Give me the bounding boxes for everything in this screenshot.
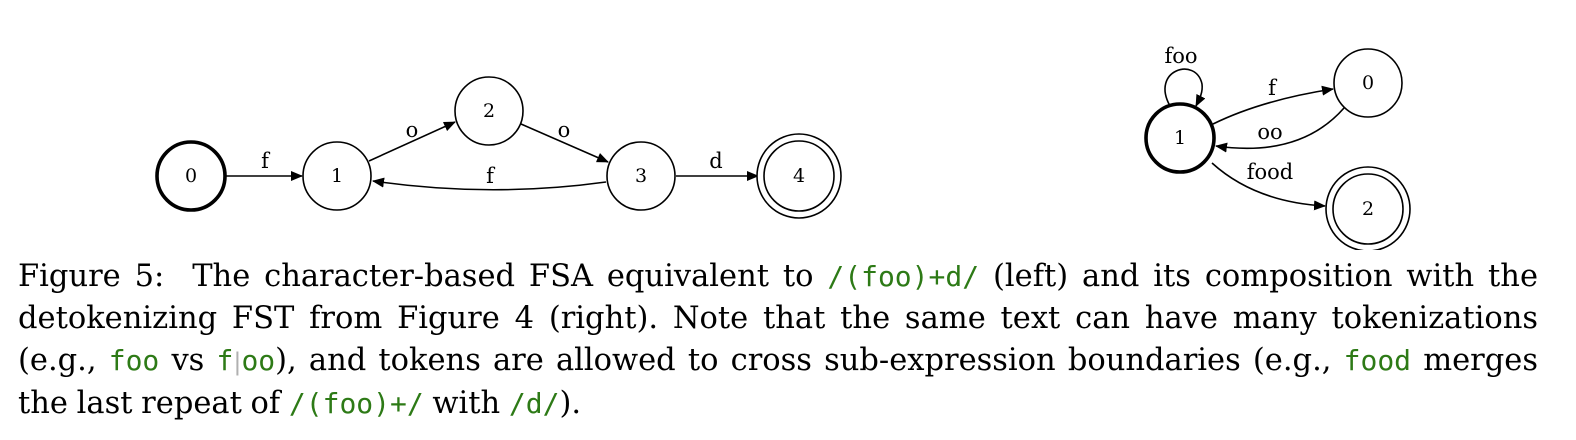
caption-code-regex-full: /(foo)+d/: [827, 260, 980, 293]
left-node-1: 1: [302, 141, 372, 211]
caption-code-regex-d: /d/: [508, 387, 560, 420]
left-node-2: 2: [454, 76, 524, 146]
left-node-0: 0: [155, 140, 227, 212]
edge-label-0-1: f: [261, 149, 271, 173]
edge-label-3-4: d: [709, 149, 722, 173]
edge-1-2: [1211, 162, 1326, 211]
left-node-4-accept: 4: [756, 133, 842, 219]
right-fsa-diagram: foo f oo food 1 0 2: [1144, 44, 1411, 250]
edge-label-1-1: foo: [1164, 44, 1197, 68]
caption-text-3: vs: [159, 343, 217, 378]
caption-text-2: (left) and its composition with the deto…: [18, 259, 1538, 378]
caption-text-4: ), and tokens are allowed to cross sub-e…: [275, 343, 1344, 378]
edge-0-1-back: [1215, 107, 1345, 153]
caption-text-1: The character-based FSA equivalent to: [192, 259, 828, 294]
caption-code-regex-repeat: /(foo)+/: [288, 387, 424, 420]
caption-code-f: f: [216, 344, 234, 377]
left-node-0-label: 0: [185, 165, 197, 187]
edge-label-1-2: food: [1247, 160, 1294, 184]
edge-1-0: [1212, 85, 1334, 125]
left-node-3: 3: [606, 141, 676, 211]
caption-figure-label: Figure 5:: [18, 259, 165, 294]
edge-label-1-2: o: [406, 118, 419, 142]
caption-text-5: merges the last repeat of: [18, 343, 1538, 421]
caption-code-food: food: [1343, 344, 1412, 377]
caption-token-separator: |: [233, 348, 242, 376]
caption-text-6: with: [423, 386, 509, 421]
edge-label-0-1: oo: [1257, 120, 1282, 144]
edge-1-2: [368, 121, 456, 162]
left-node-4-label: 4: [793, 165, 805, 187]
caption-text-7: ).: [559, 386, 582, 421]
right-node-0: 0: [1333, 48, 1403, 118]
edge-label-1-0: f: [1268, 76, 1278, 100]
caption-code-foo: foo: [108, 344, 160, 377]
right-node-2-accept: 2: [1325, 166, 1411, 250]
left-node-3-label: 3: [635, 165, 647, 187]
edge-label-2-3: o: [558, 118, 571, 142]
left-fsa-diagram: f o o f d 0 1 2 3 4: [155, 76, 842, 219]
right-node-1-label: 1: [1174, 127, 1186, 149]
right-node-1-start: 1: [1144, 102, 1216, 174]
edge-2-3: [520, 123, 609, 163]
left-node-1-label: 1: [331, 165, 343, 187]
figure-diagrams: f o o f d 0 1 2 3 4: [155, 44, 1411, 250]
right-node-0-label: 0: [1362, 72, 1374, 94]
caption-code-oo: oo: [241, 344, 276, 377]
edge-3-1: [372, 177, 607, 191]
edge-label-3-1: f: [486, 164, 496, 188]
right-node-2-label: 2: [1362, 198, 1374, 220]
left-node-2-label: 2: [483, 100, 495, 122]
edge-1-1-loop: [1164, 68, 1206, 107]
figure-caption: Figure 5: The character-based FSA equiva…: [18, 256, 1538, 425]
